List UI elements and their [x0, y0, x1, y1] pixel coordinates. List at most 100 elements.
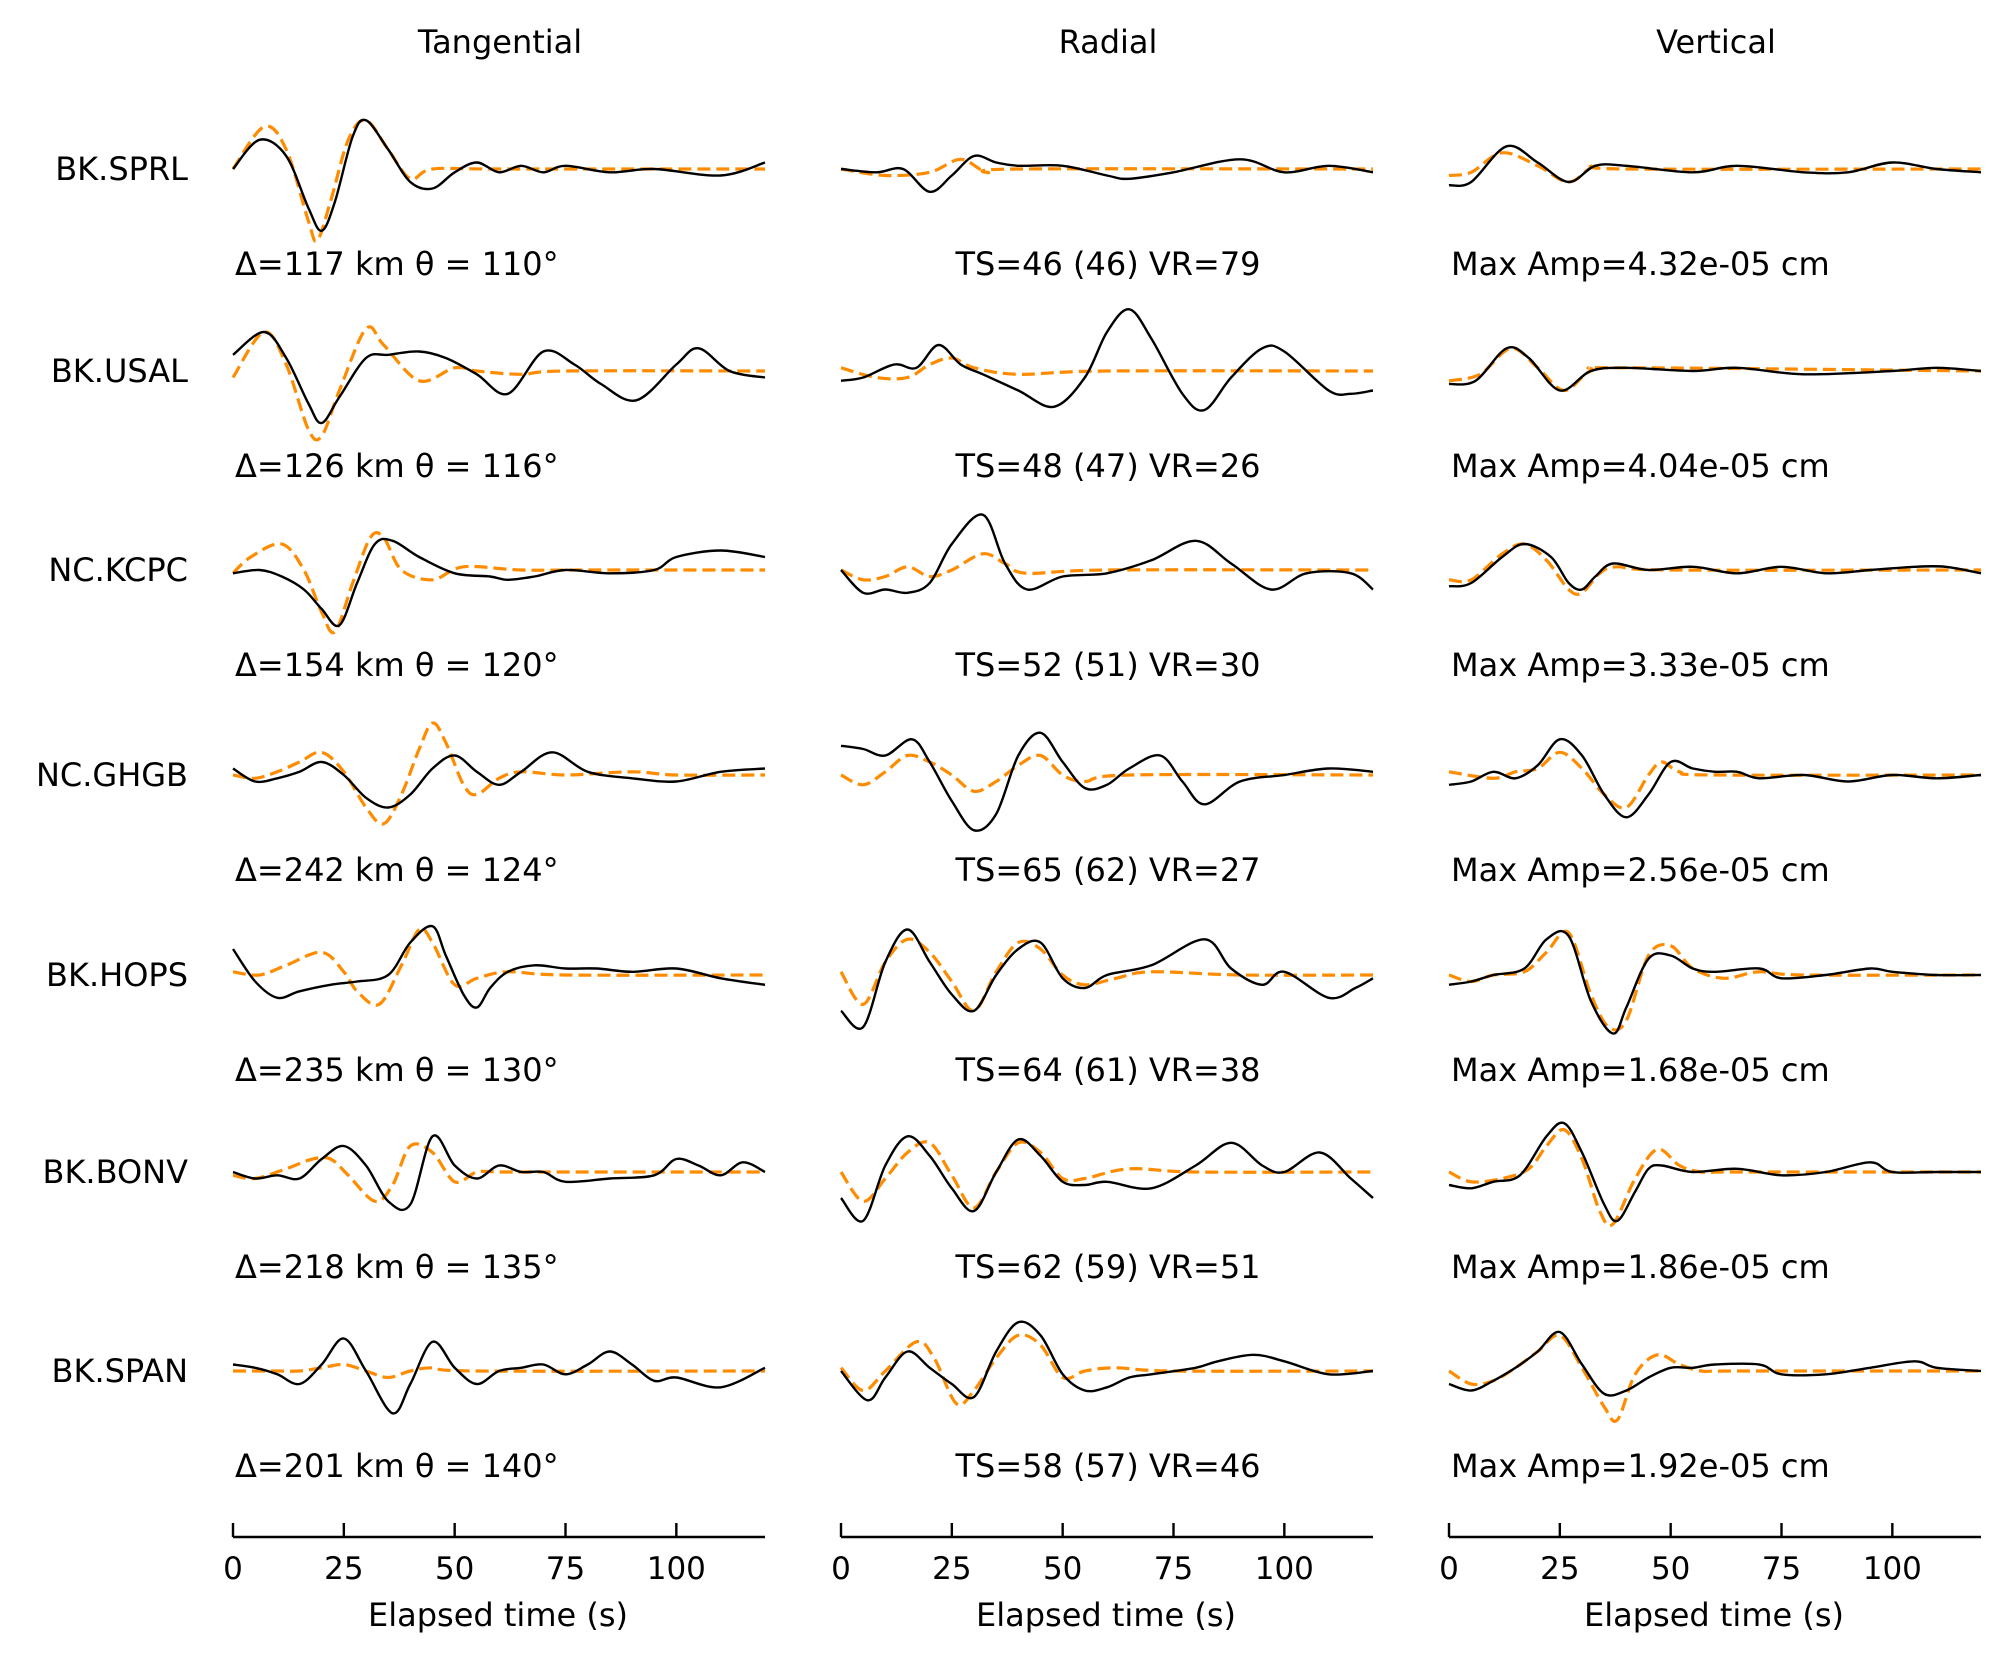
- x-axis-tangential: 0 25 50 75 100 Elapsed time (s): [223, 1523, 765, 1634]
- observed-trace-radial: [840, 513, 1374, 595]
- synthetic-trace-vertical: [1448, 750, 1982, 810]
- x-tick-label: 25: [932, 1551, 971, 1587]
- observed-trace-radial: [840, 1320, 1374, 1402]
- radial-info-label: TS=46 (46) VR=79: [954, 245, 1260, 283]
- tangential-info-label: Δ=218 km θ = 135°: [235, 1248, 559, 1286]
- synthetic-trace-radial: [839, 1140, 1374, 1210]
- x-tick-label: 100: [1863, 1551, 1922, 1587]
- x-tick-label: 75: [1762, 1551, 1801, 1587]
- radial-info-label: TS=58 (57) VR=46: [954, 1447, 1260, 1485]
- vertical-info-label: Max Amp=1.68e-05 cm: [1451, 1051, 1830, 1089]
- vertical-info-label: Max Amp=1.86e-05 cm: [1451, 1248, 1830, 1286]
- column-titles: Tangential Radial Vertical: [417, 23, 1776, 61]
- station-label: NC.GHGB: [36, 756, 188, 794]
- x-tick-label: 50: [1043, 1551, 1082, 1587]
- synthetic-trace-tangential: [231, 531, 765, 635]
- synthetic-trace-tangential: [231, 118, 765, 243]
- x-axis-vertical: 0 25 50 75 100 Elapsed time (s): [1439, 1523, 1981, 1634]
- radial-info-label: TS=48 (47) VR=26: [954, 447, 1260, 485]
- synthetic-trace-tangential: [232, 926, 766, 1007]
- station-row-nc-ghgb: NC.GHGB Δ=242 km θ = 124° TS=65 (62) VR=27…: [36, 721, 1982, 889]
- station-label: NC.KCPC: [48, 551, 188, 589]
- synthetic-trace-vertical: [1448, 542, 1982, 596]
- observed-trace-tangential: [232, 751, 766, 809]
- synthetic-trace-vertical: [1448, 1333, 1981, 1423]
- synthetic-trace-radial: [839, 1333, 1374, 1407]
- observed-trace-vertical: [1448, 1121, 1981, 1223]
- synthetic-trace-radial: [840, 157, 1374, 178]
- station-rows: BK.SPRL Δ=117 km θ = 110° TS=46 (46) VR=79…: [36, 118, 1982, 1485]
- x-axis-label: Elapsed time (s): [976, 1596, 1236, 1634]
- x-tick-label: 0: [831, 1551, 851, 1587]
- observed-trace-radial: [840, 928, 1374, 1030]
- observed-trace-radial: [840, 1135, 1374, 1223]
- radial-info-label: TS=64 (61) VR=38: [954, 1051, 1260, 1089]
- x-tick-label: 50: [435, 1551, 474, 1587]
- station-label: BK.SPRL: [55, 150, 188, 188]
- tangential-info-label: Δ=242 km θ = 124°: [235, 851, 559, 889]
- station-row-bk-span: BK.SPAN Δ=201 km θ = 140° TS=58 (57) VR=46…: [52, 1320, 1982, 1485]
- station-label: BK.USAL: [51, 352, 188, 390]
- tangential-info-label: Δ=235 km θ = 130°: [235, 1051, 559, 1089]
- x-tick-label: 25: [324, 1551, 363, 1587]
- tangential-info-label: Δ=117 km θ = 110°: [235, 245, 559, 283]
- column-title-tangential: Tangential: [417, 23, 582, 61]
- x-tick-label: 25: [1540, 1551, 1579, 1587]
- station-row-bk-bonv: BK.BONV Δ=218 km θ = 135° TS=62 (59) VR=51…: [42, 1121, 1981, 1286]
- tangential-info-label: Δ=201 km θ = 140°: [235, 1447, 559, 1485]
- observed-trace-vertical: [1448, 737, 1982, 819]
- x-tick-label: 75: [546, 1551, 585, 1587]
- column-title-vertical: Vertical: [1656, 23, 1776, 61]
- station-row-bk-hops: BK.HOPS Δ=235 km θ = 130° TS=64 (61) VR=38…: [46, 924, 1982, 1089]
- x-tick-label: 100: [647, 1551, 706, 1587]
- synthetic-trace-vertical: [1448, 1128, 1981, 1228]
- x-tick-label: 0: [1439, 1551, 1459, 1587]
- x-axis-label: Elapsed time (s): [368, 1596, 628, 1634]
- tangential-info-label: Δ=126 km θ = 116°: [235, 447, 559, 485]
- synthetic-trace-radial: [840, 552, 1374, 582]
- observed-trace-vertical: [1448, 1330, 1982, 1397]
- column-title-radial: Radial: [1059, 23, 1158, 61]
- observed-trace-tangential: [232, 330, 766, 425]
- tangential-info-label: Δ=154 km θ = 120°: [235, 646, 559, 684]
- station-row-bk-usal: BK.USAL Δ=126 km θ = 116° TS=48 (47) VR=26…: [51, 308, 1982, 485]
- synthetic-trace-tangential: [231, 325, 766, 442]
- vertical-info-label: Max Amp=4.04e-05 cm: [1451, 447, 1830, 485]
- x-tick-label: 100: [1255, 1551, 1314, 1587]
- radial-info-label: TS=62 (59) VR=51: [954, 1248, 1260, 1286]
- synthetic-trace-vertical: [1448, 929, 1982, 1032]
- x-axis-label: Elapsed time (s): [1584, 1596, 1844, 1634]
- x-tick-label: 0: [223, 1551, 243, 1587]
- observed-trace-tangential: [232, 1134, 766, 1212]
- observed-trace-radial: [840, 308, 1374, 412]
- synthetic-trace-tangential: [232, 721, 766, 826]
- observed-trace-tangential: [232, 118, 766, 232]
- synthetic-trace-radial: [840, 356, 1374, 381]
- observed-trace-radial: [840, 154, 1374, 194]
- time-axes: 0 25 50 75 100 Elapsed time (s) 0 25 50 75 100 Elap…: [223, 1523, 1981, 1634]
- x-tick-label: 75: [1154, 1551, 1193, 1587]
- station-label: BK.HOPS: [46, 956, 188, 994]
- station-label: BK.SPAN: [52, 1352, 189, 1390]
- observed-trace-vertical: [1448, 346, 1982, 392]
- synthetic-trace-radial: [840, 753, 1374, 793]
- observed-trace-vertical: [1448, 542, 1982, 591]
- synthetic-trace-tangential: [232, 1142, 765, 1204]
- observed-trace-vertical: [1448, 929, 1982, 1035]
- vertical-info-label: Max Amp=1.92e-05 cm: [1451, 1447, 1830, 1485]
- observed-trace-vertical: [1448, 144, 1982, 188]
- observed-trace-radial: [840, 731, 1374, 832]
- radial-info-label: TS=52 (51) VR=30: [954, 646, 1260, 684]
- radial-info-label: TS=65 (62) VR=27: [954, 851, 1260, 889]
- station-row-nc-kcpc: NC.KCPC Δ=154 km θ = 120° TS=52 (51) VR=30…: [48, 513, 1982, 684]
- vertical-info-label: Max Amp=3.33e-05 cm: [1451, 646, 1830, 684]
- x-tick-label: 50: [1651, 1551, 1690, 1587]
- observed-trace-tangential: [232, 924, 766, 1009]
- station-label: BK.BONV: [42, 1153, 188, 1191]
- vertical-info-label: Max Amp=4.32e-05 cm: [1451, 245, 1830, 283]
- station-row-bk-sprl: BK.SPRL Δ=117 km θ = 110° TS=46 (46) VR=79…: [55, 118, 1982, 283]
- observed-trace-tangential: [232, 1337, 766, 1415]
- vertical-info-label: Max Amp=2.56e-05 cm: [1451, 851, 1830, 889]
- synthetic-trace-tangential: [232, 1362, 766, 1380]
